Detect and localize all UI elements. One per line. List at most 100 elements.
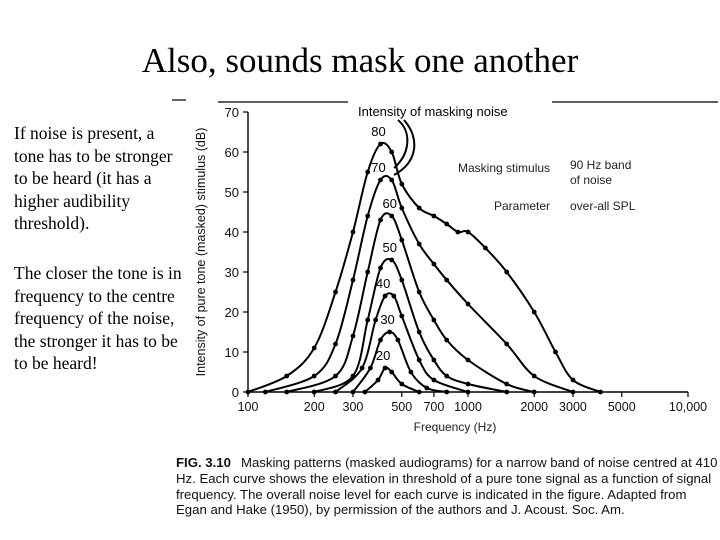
curve-80-point bbox=[570, 377, 576, 383]
x-tick-label-700: 700 bbox=[423, 400, 444, 414]
parameter-key: Parameter bbox=[494, 199, 550, 213]
curve-70-point bbox=[416, 241, 422, 247]
curve-60-point bbox=[531, 389, 537, 395]
curve-80-point bbox=[598, 389, 603, 395]
curve-70-point bbox=[465, 301, 471, 307]
curve-30-point bbox=[424, 385, 430, 391]
curve-70-point bbox=[504, 341, 510, 347]
curve-30-point bbox=[408, 369, 414, 375]
curve-80-point bbox=[455, 229, 461, 235]
paragraph-noise-present: If noise is present, a tone has to be st… bbox=[14, 123, 173, 233]
curve-60-point bbox=[399, 237, 405, 243]
curve-30-point bbox=[350, 389, 356, 395]
curve-60-point bbox=[365, 269, 371, 275]
curve-30-point bbox=[368, 365, 373, 371]
curve-80-point bbox=[284, 373, 290, 379]
curve-50-point bbox=[378, 265, 383, 271]
curve-20-point bbox=[362, 389, 368, 395]
figure-caption-text: Masking patterns (masked audiograms) for… bbox=[176, 455, 718, 518]
curve-80-point bbox=[444, 221, 450, 227]
curve-70-point bbox=[570, 389, 576, 395]
masking-noise-label: Intensity of masking noise bbox=[358, 104, 508, 119]
curve-80-point bbox=[416, 205, 422, 211]
curve-label-80: 80 bbox=[371, 124, 385, 139]
curve-70-point bbox=[263, 389, 268, 395]
annotation-arrow-70 bbox=[393, 119, 416, 176]
curve-80-point bbox=[350, 229, 356, 235]
x-tick-label-500: 500 bbox=[391, 400, 412, 414]
curve-30-point bbox=[387, 329, 392, 335]
curve-70-point bbox=[531, 373, 537, 379]
curve-70-point bbox=[389, 177, 395, 183]
curve-80-point bbox=[311, 345, 317, 351]
curve-40-point bbox=[465, 389, 471, 395]
x-tick-label-200: 200 bbox=[304, 400, 325, 414]
annotation-arrow-80 bbox=[393, 119, 409, 169]
curve-50-point bbox=[504, 389, 510, 395]
y-tick-label-60: 60 bbox=[225, 145, 239, 160]
curve-80-point bbox=[504, 269, 510, 275]
masking-stimulus-value-2: of noise bbox=[570, 173, 612, 187]
curve-60-point bbox=[444, 337, 450, 343]
curve-label-60: 60 bbox=[382, 196, 396, 211]
x-tick-label-5000: 5000 bbox=[608, 400, 636, 414]
curve-70-point bbox=[378, 177, 383, 183]
curve-80-point bbox=[389, 149, 395, 155]
curve-70-point bbox=[399, 205, 405, 211]
curve-70-point bbox=[333, 341, 338, 347]
curve-60-point bbox=[465, 357, 471, 363]
curve-40-point bbox=[382, 293, 388, 299]
curve-60-point bbox=[378, 217, 383, 223]
curve-60-point bbox=[389, 213, 395, 219]
curve-40-point bbox=[333, 389, 338, 395]
slide-title: Also, sounds mask one another bbox=[141, 41, 579, 80]
curve-80-point bbox=[399, 181, 405, 187]
curve-50-point bbox=[416, 329, 422, 335]
curve-label-30: 30 bbox=[380, 312, 394, 327]
curve-50-point bbox=[465, 381, 471, 387]
curve-70-point bbox=[350, 277, 356, 283]
curve-20-point bbox=[389, 369, 395, 375]
curve-50-point bbox=[389, 257, 395, 263]
y-tick-label-70: 70 bbox=[225, 105, 239, 120]
curve-label-70: 70 bbox=[371, 160, 385, 175]
curve-40-point bbox=[416, 357, 422, 363]
x-ticks: 100 200 300 500 700 1000 2000 3000 5000 10,000 bbox=[238, 392, 707, 414]
x-tick-label-300: 300 bbox=[343, 400, 364, 414]
curve-20-point bbox=[375, 377, 381, 383]
curve-80-point bbox=[431, 213, 437, 219]
masking-curves bbox=[245, 141, 603, 395]
curve-20-point bbox=[399, 381, 405, 387]
curve-70-point bbox=[431, 261, 437, 267]
curve-80-point bbox=[465, 229, 471, 235]
x-tick-label-100: 100 bbox=[238, 400, 259, 414]
curve-60-point bbox=[350, 333, 356, 339]
curve-80 bbox=[247, 141, 601, 393]
curve-60-point bbox=[284, 389, 290, 395]
curve-50-point bbox=[365, 317, 371, 323]
curve-40-point bbox=[399, 313, 405, 319]
y-tick-label-30: 30 bbox=[225, 265, 239, 280]
paragraph-frequency-closeness: The closer the tone is in frequency to t… bbox=[14, 263, 182, 373]
y-tick-label-0: 0 bbox=[232, 385, 239, 400]
x-tick-label-3000: 3000 bbox=[559, 400, 587, 414]
curve-80-point bbox=[333, 289, 338, 295]
figure-caption: FIG. 3.10 Masking patterns (masked audiog… bbox=[176, 455, 720, 518]
curve-80-point bbox=[365, 169, 371, 175]
y-axis-label: Intensity of pure tone (masked) stimulus… bbox=[194, 128, 208, 377]
curve-60-point bbox=[431, 317, 437, 323]
curve-30-point bbox=[378, 337, 383, 343]
curve-80-point bbox=[553, 349, 558, 355]
y-ticks: 0 10 20 30 40 50 60 70 bbox=[225, 105, 248, 400]
curve-40-point bbox=[391, 293, 397, 299]
masking-stimulus-value-1: 90 Hz band bbox=[570, 158, 631, 172]
curve-80-point bbox=[378, 141, 383, 147]
x-tick-label-1000: 1000 bbox=[454, 400, 482, 414]
curve-30-point bbox=[395, 337, 401, 343]
curve-50-point bbox=[431, 357, 437, 363]
x-tick-label-10000: 10,000 bbox=[669, 400, 707, 414]
parameter-value: over-all SPL bbox=[570, 199, 636, 213]
curve-60-point bbox=[333, 373, 338, 379]
curve-60-point bbox=[416, 289, 422, 295]
y-tick-label-10: 10 bbox=[225, 345, 239, 360]
